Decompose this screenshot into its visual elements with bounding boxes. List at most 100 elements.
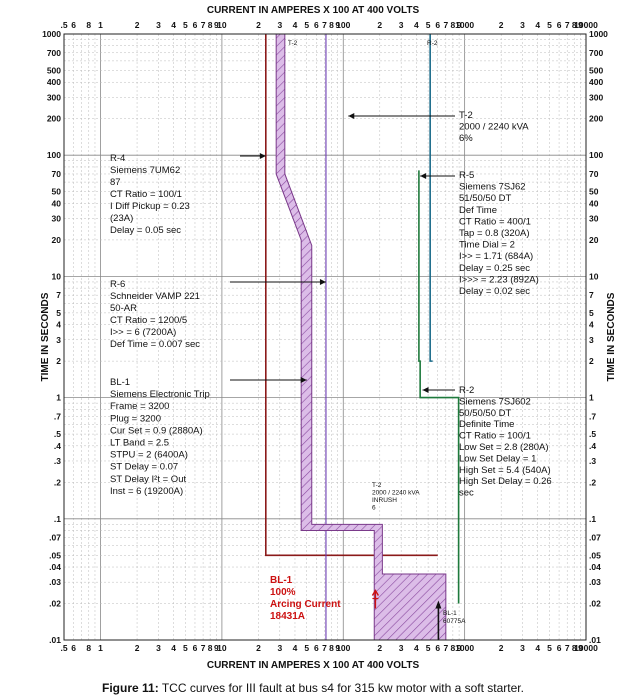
x-tick-label-bottom: 9 [457,643,462,653]
y-tick-label-right: .07 [589,533,601,543]
annotation-bl1: Cur Set = 0.9 (2880A) [110,425,203,436]
annotation-bl1: ST Delay I²t = Out [110,474,186,485]
x-tick-label-bottom: 6 [557,643,562,653]
y-tick-label-right: .4 [589,441,596,451]
annotation-r4: (23A) [110,213,133,224]
annotation-r4: Delay = 0.05 sec [110,225,181,236]
x-tick-label-top: 2 [377,20,382,30]
y-axis-label-right: TIME IN SECONDS [606,292,617,381]
y-tick-label-right: 400 [589,77,603,87]
plot-frame [63,33,587,641]
y-tick-label-left: .02 [49,599,61,609]
caption-label: Figure 11: [102,681,159,695]
x-tick-label-top: 4 [293,20,298,30]
y-tick-label-left: .1 [54,514,61,524]
x-tick-label-bottom: 7 [443,643,448,653]
x-tick-label-top: 9 [578,20,583,30]
y-tick-label-right: 100 [589,150,603,160]
y-tick-label-left: 7 [56,290,61,300]
annotation-bl1: Inst = 6 (19200A) [110,486,183,497]
y-tick-label-right: 1000 [589,29,608,39]
y-tick-label-right: 1 [589,393,594,403]
annotation-bl1: Siemens Electronic Trip [110,389,210,400]
y-tick-label-left: .01 [49,635,61,645]
series-inrush-arrow [371,589,380,596]
x-tick-label-bottom: 7 [201,643,206,653]
y-tick-label-right: .01 [589,635,601,645]
annotation-arcing: BL-1 [270,575,293,586]
annotation-inrush: T-2 [372,482,382,489]
leader-r6-head [319,279,326,285]
x-tick-label-bottom: 6 [435,643,440,653]
x-tick-label-bottom: 9 [578,643,583,653]
x-tick-label-top: 5 [183,20,188,30]
x-tick-label-bottom: .5 [60,643,67,653]
y-tick-label-left: 3 [56,335,61,345]
x-tick-label-bottom: 1 [98,643,103,653]
y-tick-label-left: .07 [49,533,61,543]
x-tick-label-top: 6 [71,20,76,30]
y-axis-label-left: TIME IN SECONDS [40,292,51,381]
x-tick-label-top: 6 [557,20,562,30]
annotation-r4: CT Ratio = 100/1 [110,189,182,200]
annotation-inrush: INRUSH [372,497,397,504]
chart-grid [63,33,587,641]
annotation-r5: Delay = 0.25 sec [459,263,530,274]
annotation-bl1: STPU = 2 (6400A) [110,450,188,461]
x-tick-label-bottom: 3 [156,643,161,653]
x-tick-label-bottom: 10 [217,643,227,653]
x-tick-label-top: 8 [329,20,334,30]
annotation-r5: Siemens 7SJ62 [459,182,526,193]
x-tick-label-bottom: 5 [304,643,309,653]
x-tick-label-bottom: 4 [171,643,176,653]
y-tick-label-left: .2 [54,477,61,487]
annotation-r5: 51/50/50 DT [459,193,511,204]
y-tick-label-left: .03 [49,577,61,587]
y-tick-label-left: .7 [54,411,61,421]
y-tick-label-left: .4 [54,441,61,451]
annotation-bl1: Plug = 3200 [110,413,161,424]
annotation-r5: I>> = 1.71 (684A) [459,251,533,262]
x-tick-label-bottom: 2 [256,643,261,653]
y-tick-label-left: 200 [47,114,61,124]
y-tick-label-right: 50 [589,187,599,197]
tick-labels: .5.5668811223344556677889910102233445566… [42,20,608,653]
annotation-arcing: Arcing Current [270,599,341,610]
y-tick-label-right: .02 [589,599,601,609]
y-tick-label-right: 20 [589,235,599,245]
y-tick-label-right: 30 [589,214,599,224]
x-tick-label-top: 9 [457,20,462,30]
x-tick-label-bottom: 9 [335,643,340,653]
x-tick-label-top: 9 [335,20,340,30]
annotation-r5: I>>> = 2.23 (892A) [459,274,539,285]
x-tick-label-top: 4 [414,20,419,30]
x-tick-label-bottom: 3 [520,643,525,653]
y-tick-label-right: 500 [589,65,603,75]
x-tick-label-bottom: 6 [71,643,76,653]
y-tick-label-left: 50 [52,187,62,197]
x-tick-label-top: 1000 [455,20,474,30]
annotation-bl1-60775: BL-1 [443,610,457,617]
y-tick-label-right: .2 [589,477,596,487]
series-bl1-band [275,33,447,641]
y-tick-label-left: 400 [47,77,61,87]
x-tick-label-bottom: 4 [414,643,419,653]
tag-t2-top: T-2 [288,40,298,47]
y-tick-label-right: 10 [589,271,599,281]
x-tick-label-top: 2 [499,20,504,30]
x-tick-label-top: .5 [60,20,67,30]
y-tick-label-right: 2 [589,356,594,366]
x-tick-label-bottom: 5 [183,643,188,653]
annotation-bl1: LT Band = 2.5 [110,438,169,449]
x-tick-label-top: 7 [443,20,448,30]
annotation-r5: Time Dial = 2 [459,240,515,251]
annotation-r4: 87 [110,177,121,188]
x-tick-label-bottom: 3 [399,643,404,653]
y-tick-label-left: .5 [54,429,61,439]
annotation-r2: High Set = 5.4 (540A) [459,465,551,476]
annotation-r2: Siemens 7SJ602 [459,396,531,407]
annotation-r4: I Diff Pickup = 0.23 [110,201,190,212]
annotation-arcing: 100% [270,587,296,598]
leader-r2-head [422,387,429,393]
y-tick-label-right: 40 [589,198,599,208]
